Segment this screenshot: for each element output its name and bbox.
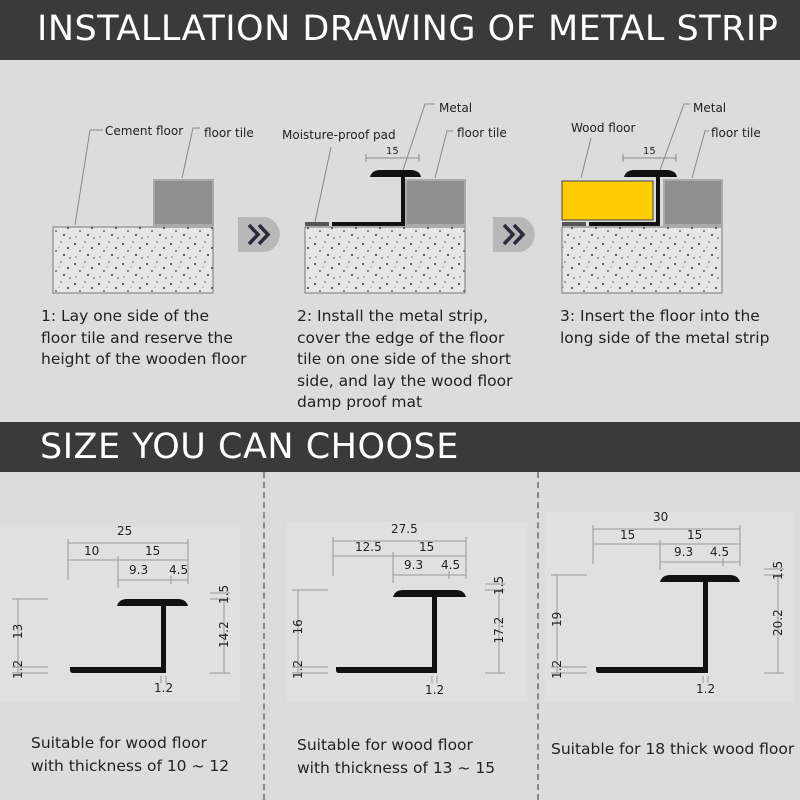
dim-a: 9.3 <box>404 558 423 572</box>
dim-height: 13 <box>11 624 25 639</box>
dim-15: 15 <box>643 146 656 157</box>
label-wood-floor: Wood floor <box>571 121 636 135</box>
caption-line: side, and lay the wood floor <box>297 371 513 390</box>
caption-line: with thickness of 10 ~ 12 <box>31 757 230 775</box>
label-floor-tile: floor tile <box>457 126 507 140</box>
divider <box>537 472 539 800</box>
label-cement-floor: Cement floor <box>105 124 183 138</box>
label-moisture-pad: Moisture-proof pad <box>282 128 396 142</box>
dim-base: 1.2 <box>550 660 564 679</box>
dim-left: 10 <box>84 544 99 558</box>
caption-line: 2: Install the metal strip, <box>297 307 489 325</box>
step-3-caption: 3: Insert the floor into the long side o… <box>560 306 769 349</box>
caption-line: 3: Insert the floor into the <box>560 307 760 325</box>
dim-height: 16 <box>291 619 305 634</box>
dimension-lines <box>551 525 784 683</box>
caption-line: Suitable for wood floor <box>31 734 207 752</box>
metal-strip-profile <box>596 575 740 673</box>
concrete-slab-3 <box>561 226 723 294</box>
metal-strip-2 <box>332 170 421 226</box>
wood-floor <box>561 180 654 221</box>
dimension-lines <box>292 537 505 683</box>
label-floor-tile: floor tile <box>711 126 761 140</box>
dim-wall: 1.2 <box>154 681 173 695</box>
caption-line: with thickness of 13 ~ 15 <box>297 759 496 777</box>
dim-wall: 1.2 <box>696 682 715 696</box>
floor-tile-2 <box>405 179 466 226</box>
caption-line: 1: Lay one side of the <box>41 307 210 325</box>
caption-line: height of the wooden floor <box>41 350 247 368</box>
dim-right: 15 <box>419 540 434 554</box>
moisture-pad-3 <box>562 222 586 226</box>
caption-line: damp proof mat <box>297 393 423 411</box>
header-band: INSTALLATION DRAWING OF METAL STRIP <box>0 0 800 60</box>
dim-height: 19 <box>550 612 564 627</box>
caption-line: Suitable for wood floor <box>297 736 473 754</box>
label-metal: Metal <box>693 101 726 115</box>
dim-cap: 1.5 <box>771 561 785 580</box>
dim-cap: 1.5 <box>492 576 506 595</box>
caption-line: floor tile and reserve the <box>41 328 233 347</box>
dim-left: 12.5 <box>355 540 382 554</box>
step-1-caption: 1: Lay one side of the floor tile and re… <box>41 306 246 371</box>
dim-total: 30 <box>653 510 668 524</box>
double-chevron-right-icon <box>493 217 535 252</box>
metal-strip-3 <box>589 170 677 226</box>
double-chevron-right-icon <box>238 217 280 252</box>
section-band: SIZE YOU CAN CHOOSE <box>0 422 800 472</box>
size-1-caption: Suitable for wood floor with thickness o… <box>31 732 229 778</box>
dim-a: 9.3 <box>674 545 693 559</box>
dim-right-height: 17.2 <box>492 617 506 644</box>
dim-a: 9.3 <box>129 563 148 577</box>
section-title: SIZE YOU CAN CHOOSE <box>40 427 459 467</box>
caption-line: Suitable for 18 thick wood floor <box>551 740 795 758</box>
dim-right: 15 <box>145 544 160 558</box>
dim-base: 1.2 <box>11 660 25 679</box>
dim-15: 15 <box>386 146 399 157</box>
page-title: INSTALLATION DRAWING OF METAL STRIP <box>37 9 779 49</box>
floor-tile-1 <box>153 179 214 226</box>
dim-base: 1.2 <box>291 660 305 679</box>
dim-wall: 1.2 <box>425 683 444 697</box>
moisture-pad-2 <box>305 222 329 226</box>
caption-line: long side of the metal strip <box>560 328 770 347</box>
dim-b: 4.5 <box>441 558 460 572</box>
size-2-caption: Suitable for wood floor with thickness o… <box>297 734 495 780</box>
caption-line: tile on one side of the short <box>297 350 511 368</box>
metal-strip-profile <box>336 590 466 673</box>
dim-b: 4.5 <box>169 563 188 577</box>
step-2-caption: 2: Install the metal strip, cover the ed… <box>297 306 512 414</box>
dim-right-height: 20.2 <box>771 609 785 636</box>
divider <box>263 472 265 800</box>
dim-b: 4.5 <box>710 545 729 559</box>
size-3-caption: Suitable for 18 thick wood floor <box>551 739 794 761</box>
caption-line: cover the edge of the floor <box>297 328 505 347</box>
dim-cap: 1.5 <box>217 585 231 604</box>
floor-tile-3 <box>663 179 723 226</box>
metal-strip-profile <box>70 599 188 673</box>
label-metal: Metal <box>439 101 472 115</box>
dim-total: 27.5 <box>391 522 418 536</box>
dim-right: 15 <box>687 528 702 542</box>
concrete-slab-1 <box>52 226 214 294</box>
label-floor-tile: floor tile <box>204 126 254 140</box>
concrete-slab-2 <box>304 226 466 294</box>
dim-total: 25 <box>117 524 132 538</box>
dim-right-height: 14.2 <box>217 621 231 648</box>
dim-left: 15 <box>620 528 635 542</box>
dimension-lines <box>12 539 230 683</box>
